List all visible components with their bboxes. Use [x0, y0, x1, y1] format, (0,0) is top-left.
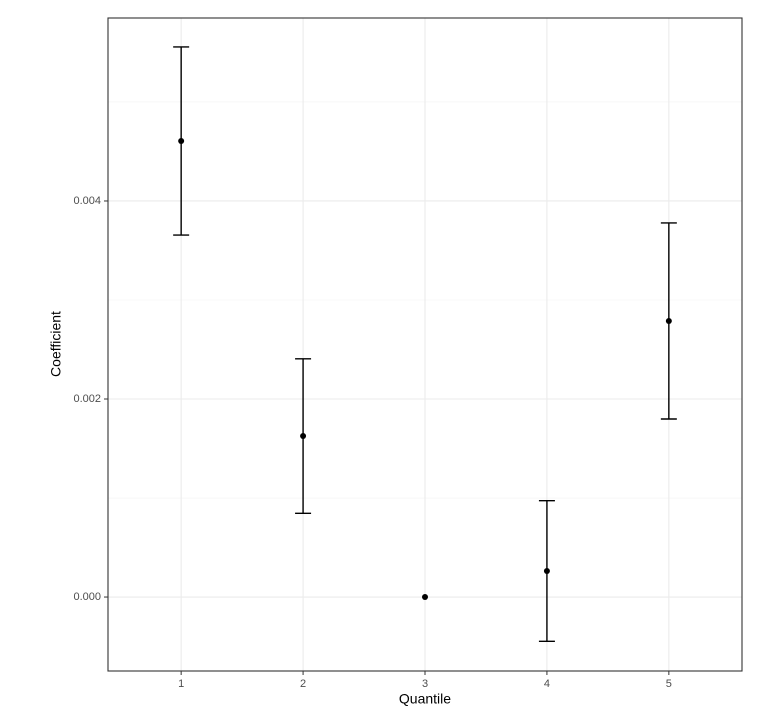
- panel-border: [107, 17, 743, 672]
- point: [543, 567, 550, 574]
- x-tick-label: 3: [422, 678, 428, 690]
- point: [300, 433, 307, 440]
- y-tick-label: 0.000: [73, 591, 101, 603]
- y-tick-label: 0.002: [73, 393, 101, 405]
- x-tick-label: 5: [666, 678, 672, 690]
- x-tick-label: 1: [178, 678, 184, 690]
- y-tick-label: 0.004: [73, 195, 101, 207]
- point: [178, 137, 185, 144]
- x-tick-label: 2: [300, 678, 306, 690]
- point: [422, 594, 428, 601]
- x-tick-label: 4: [544, 678, 550, 690]
- point: [665, 317, 672, 324]
- x-axis-title: Quantile: [399, 691, 451, 707]
- y-axis-title: Coefficient: [48, 311, 64, 377]
